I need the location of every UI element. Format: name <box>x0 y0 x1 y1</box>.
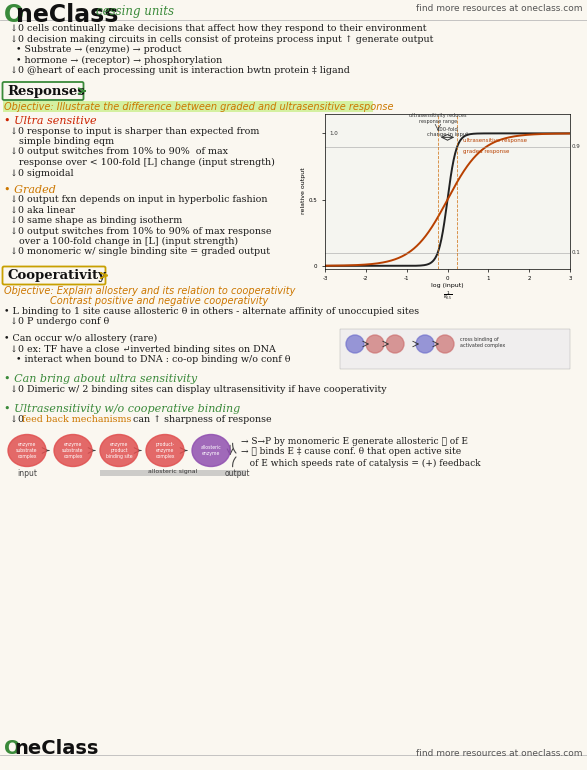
Text: ↓0 output switches from 10% to 90%  of max: ↓0 output switches from 10% to 90% of ma… <box>4 148 228 156</box>
Text: cessing units: cessing units <box>96 5 174 18</box>
Text: ↓0 sigmoidal: ↓0 sigmoidal <box>4 169 73 178</box>
Text: • Ultra sensitive: • Ultra sensitive <box>4 116 97 126</box>
Ellipse shape <box>8 434 46 467</box>
FancyBboxPatch shape <box>100 470 246 476</box>
Text: ↓0 P undergo conf θ: ↓0 P undergo conf θ <box>4 317 109 326</box>
Circle shape <box>436 335 454 353</box>
Text: 100-fold
change in input: 100-fold change in input <box>427 126 468 137</box>
Text: Cooperativity: Cooperativity <box>7 270 106 283</box>
Text: ↓0 output fxn depends on input in hyperbolic fashion: ↓0 output fxn depends on input in hyperb… <box>4 195 268 204</box>
Text: cross binding of
activated complex: cross binding of activated complex <box>460 337 505 348</box>
Text: can ↑ sharpness of response: can ↑ sharpness of response <box>130 415 272 424</box>
Ellipse shape <box>146 434 184 467</box>
Text: neClass: neClass <box>16 3 119 27</box>
Text: allosteric signal: allosteric signal <box>149 469 198 474</box>
Text: simple binding eqm: simple binding eqm <box>4 137 114 146</box>
Text: • L binding to 1 site cause allosteric θ in others - alternate affinity of unocc: • L binding to 1 site cause allosteric θ… <box>4 307 419 316</box>
Text: 0.9: 0.9 <box>572 144 581 149</box>
Text: ↓0 @heart of each processing unit is interaction bwtn protein ‡ ligand: ↓0 @heart of each processing unit is int… <box>4 66 350 75</box>
Text: feed back mechanisms: feed back mechanisms <box>22 415 131 424</box>
Text: ↓0 aka linear: ↓0 aka linear <box>4 206 75 215</box>
Text: enzyme
substrate
complex: enzyme substrate complex <box>16 442 38 459</box>
Text: • Substrate → (enzyme) → product: • Substrate → (enzyme) → product <box>4 45 181 54</box>
Circle shape <box>366 335 384 353</box>
Text: → ⒣ binds E ‡ cause conf. θ that open active site: → ⒣ binds E ‡ cause conf. θ that open ac… <box>241 447 461 457</box>
Text: • Ultrasensitivity w/o cooperative binding: • Ultrasensitivity w/o cooperative bindi… <box>4 404 240 414</box>
Text: ↓0 decision making circuits in cells consist of proteins process input ↑ generat: ↓0 decision making circuits in cells con… <box>4 35 433 43</box>
Text: response over < 100-fold [L] change (input strength): response over < 100-fold [L] change (inp… <box>4 158 275 167</box>
Text: enzyme
product
binding site: enzyme product binding site <box>106 442 132 459</box>
Text: • Graded: • Graded <box>4 185 56 195</box>
Text: Objective: Explain allostery and its relation to cooperativity: Objective: Explain allostery and its rel… <box>4 286 295 296</box>
Text: • interact when bound to DNA : co-op binding w/o conf θ: • interact when bound to DNA : co-op bin… <box>4 355 291 364</box>
Text: over a 100-fold change in [L] (input strength): over a 100-fold change in [L] (input str… <box>4 237 238 246</box>
Text: ultrasensitive response: ultrasensitive response <box>463 138 527 142</box>
Text: • Can bring about ultra sensitivity: • Can bring about ultra sensitivity <box>4 374 197 384</box>
Text: O: O <box>4 3 24 27</box>
Circle shape <box>416 335 434 353</box>
Text: ↓0 Dimeric w/ 2 binding sites can display ultrasensitivity if have cooperativity: ↓0 Dimeric w/ 2 binding sites can displa… <box>4 384 387 393</box>
Text: product-
enzyme
complex: product- enzyme complex <box>155 442 175 459</box>
Circle shape <box>386 335 404 353</box>
Text: O: O <box>4 739 21 758</box>
Text: find more resources at oneclass.com: find more resources at oneclass.com <box>417 749 583 758</box>
Text: input: input <box>17 470 37 478</box>
Text: 0.1: 0.1 <box>572 250 581 255</box>
Circle shape <box>346 335 364 353</box>
Text: find more resources at oneclass.com: find more resources at oneclass.com <box>417 4 583 13</box>
Text: ↓0 output switches from 10% to 90% of max response: ↓0 output switches from 10% to 90% of ma… <box>4 226 272 236</box>
Text: ↓0 cells continually make decisions that affect how they respond to their enviro: ↓0 cells continually make decisions that… <box>4 24 427 33</box>
Text: ↓0 ex: TF have a close ↵inverted binding sites on DNA: ↓0 ex: TF have a close ↵inverted binding… <box>4 344 276 353</box>
Text: ↓0 response to input is sharper than expected from: ↓0 response to input is sharper than exp… <box>4 126 259 136</box>
Text: → S→P by monomeric E generate allosteric ⒣ of E: → S→P by monomeric E generate allosteric… <box>241 437 468 446</box>
Text: allosteric
enzyme: allosteric enzyme <box>201 445 221 456</box>
Text: output: output <box>224 470 249 478</box>
FancyBboxPatch shape <box>3 101 373 112</box>
Text: graded response: graded response <box>463 149 510 154</box>
Y-axis label: relative output: relative output <box>301 168 306 214</box>
Text: ↓0 same shape as binding isotherm: ↓0 same shape as binding isotherm <box>4 216 182 225</box>
Text: of E which speeds rate of catalysis = (+) feedback: of E which speeds rate of catalysis = (+… <box>241 458 481 467</box>
Text: ↓0: ↓0 <box>4 415 27 424</box>
Text: • hormone → (receptor) → phosphorylation: • hormone → (receptor) → phosphorylation <box>4 55 222 65</box>
Ellipse shape <box>100 434 138 467</box>
Text: neClass: neClass <box>14 739 99 758</box>
Text: ultrasensitivity reduces
response range: ultrasensitivity reduces response range <box>409 113 467 124</box>
Text: 1.0: 1.0 <box>329 131 338 136</box>
Ellipse shape <box>192 434 230 467</box>
Text: Responses: Responses <box>7 85 85 98</box>
Text: ↓0 monomeric w/ single binding site = graded output: ↓0 monomeric w/ single binding site = gr… <box>4 247 270 256</box>
Text: enzyme
substrate
complex: enzyme substrate complex <box>62 442 84 459</box>
X-axis label: log (input)
$\frac{1}{K_{0.5}}$: log (input) $\frac{1}{K_{0.5}}$ <box>431 283 464 302</box>
Text: Contrast positive and negative cooperativity: Contrast positive and negative cooperati… <box>50 296 268 306</box>
Ellipse shape <box>54 434 92 467</box>
FancyBboxPatch shape <box>340 329 570 369</box>
Text: Objective: Illustrate the difference between graded and ultrasensitive response: Objective: Illustrate the difference bet… <box>4 102 393 112</box>
Text: • Can occur w/o allostery (rare): • Can occur w/o allostery (rare) <box>4 334 157 343</box>
